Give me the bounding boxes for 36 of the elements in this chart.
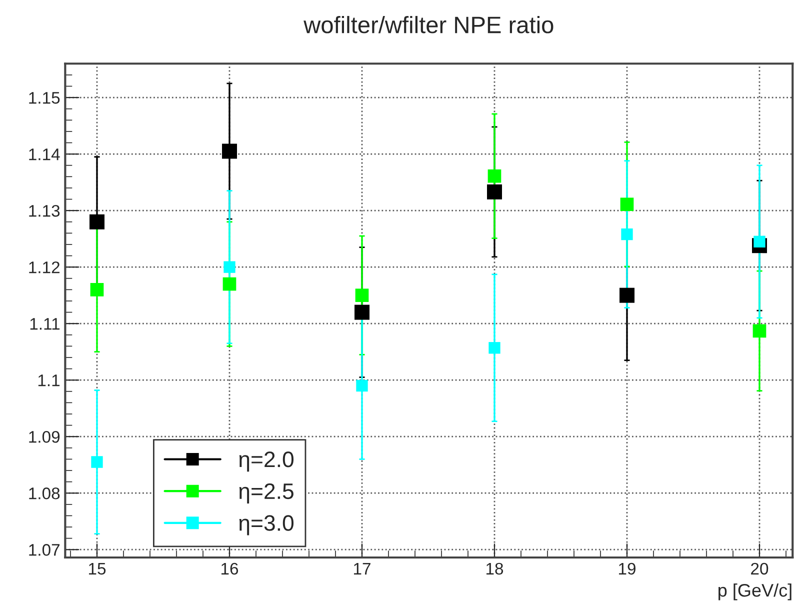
point: [620, 198, 634, 212]
point: [356, 380, 368, 392]
chart-title: wofilter/wfilter NPE ratio: [304, 16, 554, 34]
point: [488, 342, 500, 354]
point: [355, 288, 369, 302]
x-tick-label: 15: [88, 562, 106, 575]
legend-label: η=2.0: [239, 452, 294, 472]
x-axis-title: p [GeV/c]: [718, 583, 792, 600]
y-tick-label: 1.08: [29, 488, 60, 500]
y-tick-label: 1.11: [30, 318, 60, 330]
y-tick-label: 1.1: [38, 374, 60, 386]
legend-label: η=2.5: [239, 483, 294, 504]
x-tick-label: 20: [751, 562, 768, 575]
x-tick-label: 17: [354, 562, 370, 574]
point: [224, 261, 236, 273]
point: [89, 214, 104, 230]
point: [619, 288, 634, 303]
x-tick-label: 19: [618, 562, 636, 575]
point: [486, 184, 502, 200]
y-tick-label: 1.12: [29, 261, 60, 274]
y-tick-label: 1.14: [29, 148, 60, 160]
point: [752, 324, 766, 338]
point: [91, 456, 103, 468]
point: [354, 304, 370, 320]
point: [222, 277, 236, 291]
y-tick-label: 1.09: [29, 430, 60, 443]
point: [90, 283, 104, 296]
point: [222, 144, 237, 159]
y-tick-label: 1.15: [29, 92, 60, 104]
point: [488, 169, 502, 183]
legend-label: η=3.0: [239, 515, 294, 536]
x-tick-label: 16: [221, 562, 238, 575]
y-tick-label: 1.13: [29, 204, 60, 217]
x-tick-label: 18: [486, 562, 504, 575]
y-tick-label: 1.07: [29, 544, 60, 556]
point: [621, 228, 633, 240]
